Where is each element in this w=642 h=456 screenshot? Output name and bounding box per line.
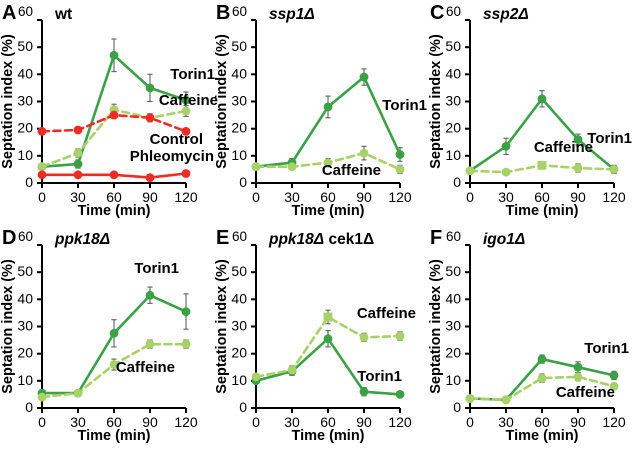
svg-text:A: A [2, 2, 16, 24]
svg-text:10: 10 [445, 372, 461, 388]
svg-text:Torin1: Torin1 [584, 340, 629, 357]
svg-text:Septation index (%): Septation index (%) [214, 34, 230, 169]
svg-text:10: 10 [231, 147, 247, 163]
svg-text:10: 10 [17, 372, 33, 388]
svg-text:30: 30 [445, 318, 461, 334]
svg-text:Time (min): Time (min) [291, 203, 364, 219]
svg-text:40: 40 [17, 290, 33, 306]
svg-text:50: 50 [445, 38, 461, 54]
svg-text:10: 10 [17, 147, 33, 163]
svg-text:Septation index (%): Septation index (%) [428, 34, 444, 169]
svg-text:F: F [430, 227, 442, 249]
svg-text:wt: wt [54, 6, 72, 23]
svg-text:120: 120 [602, 414, 626, 430]
svg-text:60: 60 [446, 229, 461, 244]
svg-text:Caffeine: Caffeine [534, 139, 593, 156]
svg-text:0: 0 [466, 189, 474, 205]
svg-text:60: 60 [18, 229, 33, 244]
svg-text:50: 50 [17, 263, 33, 279]
svg-text:40: 40 [231, 290, 247, 306]
svg-text:Septation index (%): Septation index (%) [214, 259, 230, 394]
svg-text:ssp1Δ: ssp1Δ [269, 6, 315, 23]
svg-text:50: 50 [231, 38, 247, 54]
svg-text:20: 20 [231, 120, 247, 136]
svg-text:B: B [216, 2, 230, 24]
svg-text:Torin1: Torin1 [587, 130, 632, 147]
svg-text:C: C [430, 2, 444, 24]
svg-text:20: 20 [17, 345, 33, 361]
svg-text:30: 30 [17, 93, 33, 109]
svg-text:30: 30 [231, 93, 247, 109]
svg-text:D: D [2, 227, 16, 249]
svg-text:30: 30 [445, 93, 461, 109]
svg-text:Time (min): Time (min) [505, 428, 578, 444]
svg-text:0: 0 [25, 174, 33, 190]
svg-text:0: 0 [239, 174, 247, 190]
svg-text:30: 30 [231, 318, 247, 334]
svg-text:Control: Control [150, 131, 203, 148]
svg-text:Time (min): Time (min) [291, 428, 364, 444]
svg-text:120: 120 [174, 189, 198, 205]
svg-text:igo1Δ: igo1Δ [483, 231, 525, 248]
svg-text:60: 60 [446, 4, 461, 19]
svg-text:50: 50 [17, 38, 33, 54]
svg-text:120: 120 [388, 414, 412, 430]
svg-text:60: 60 [18, 4, 33, 19]
svg-text:0: 0 [239, 399, 247, 415]
svg-text:60: 60 [232, 229, 247, 244]
svg-text:0: 0 [252, 414, 260, 430]
svg-text:Time (min): Time (min) [77, 428, 150, 444]
svg-text:0: 0 [252, 189, 260, 205]
svg-text:Septation index (%): Septation index (%) [0, 34, 16, 169]
svg-text:Septation index (%): Septation index (%) [0, 259, 16, 394]
svg-text:Torin1: Torin1 [382, 97, 427, 114]
svg-text:0: 0 [466, 414, 474, 430]
svg-text:120: 120 [388, 189, 412, 205]
svg-text:Torin1: Torin1 [357, 368, 402, 385]
svg-text:20: 20 [17, 120, 33, 136]
svg-text:20: 20 [231, 345, 247, 361]
svg-text:0: 0 [453, 174, 461, 190]
svg-text:E: E [216, 227, 229, 249]
svg-text:10: 10 [231, 372, 247, 388]
svg-text:Time (min): Time (min) [505, 203, 578, 219]
svg-text:Caffeine: Caffeine [159, 92, 218, 109]
svg-text:50: 50 [445, 263, 461, 279]
svg-text:0: 0 [38, 189, 46, 205]
svg-text:Septation index (%): Septation index (%) [428, 259, 444, 394]
svg-text:0: 0 [453, 399, 461, 415]
svg-text:ssp2Δ: ssp2Δ [483, 6, 529, 23]
svg-text:Caffeine: Caffeine [322, 162, 381, 179]
svg-text:0: 0 [38, 414, 46, 430]
svg-text:120: 120 [602, 189, 626, 205]
svg-text:120: 120 [174, 414, 198, 430]
svg-text:40: 40 [445, 290, 461, 306]
svg-text:20: 20 [445, 120, 461, 136]
svg-text:40: 40 [17, 65, 33, 81]
svg-text:20: 20 [445, 345, 461, 361]
svg-text:60: 60 [232, 4, 247, 19]
svg-text:Phleomycin: Phleomycin [130, 148, 214, 165]
svg-text:40: 40 [231, 65, 247, 81]
svg-text:Torin1: Torin1 [170, 66, 215, 83]
svg-text:50: 50 [231, 263, 247, 279]
svg-text:10: 10 [445, 147, 461, 163]
svg-text:40: 40 [445, 65, 461, 81]
svg-text:0: 0 [25, 399, 33, 415]
svg-text:Torin1: Torin1 [134, 260, 179, 277]
svg-text:30: 30 [17, 318, 33, 334]
svg-text:ppk18Δ cek1Δ: ppk18Δ cek1Δ [268, 231, 374, 248]
svg-text:ppk18Δ: ppk18Δ [54, 231, 110, 248]
svg-text:Caffeine: Caffeine [556, 384, 615, 401]
svg-text:Time (min): Time (min) [77, 203, 150, 219]
svg-text:Caffeine: Caffeine [116, 359, 175, 376]
svg-text:Caffeine: Caffeine [357, 305, 416, 322]
